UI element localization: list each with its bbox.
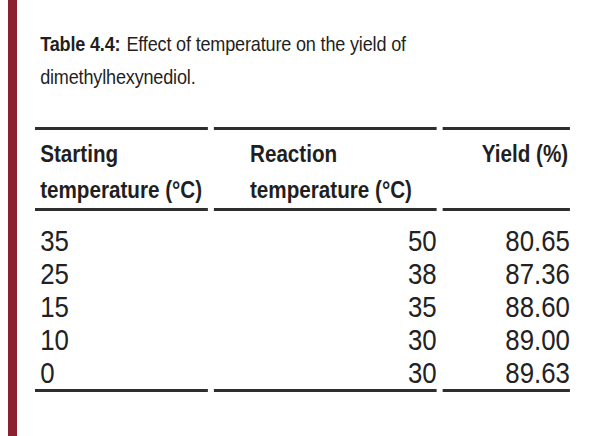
header-starting-line2: temperature (°C) [40,172,208,208]
cell-starting-temp: 0 [35,356,208,392]
column-header-starting-temperature: Starting temperature (°C) [35,127,208,211]
table-row: 35 50 80.65 [35,211,570,257]
cell-starting-temp: 10 [35,323,208,356]
caption-label: Table 4.4: [40,32,126,55]
cell-yield: 89.63 [443,356,570,392]
content-area: Table 4.4:Effect of temperature on the y… [35,27,585,392]
cell-reaction-temp: 50 [214,211,437,257]
cell-starting-temp: 35 [35,211,208,257]
cell-reaction-temp: 30 [214,323,437,356]
cell-yield: 80.65 [443,211,570,257]
table-row: 10 30 89.00 [35,323,570,356]
caption-text-line1: Effect of temperature on the yield of [126,32,405,55]
cell-yield: 87.36 [443,257,570,290]
header-starting-line1: Starting [40,136,208,172]
cell-starting-temp: 25 [35,257,208,290]
page-accent-bar [8,0,17,436]
table-row: 25 38 87.36 [35,257,570,290]
caption-text-line2: dimethylhexynediol. [40,65,195,88]
column-header-yield: Yield (%) [443,127,570,211]
table-row: 0 30 89.63 [35,356,570,392]
cell-reaction-temp: 35 [214,290,437,323]
header-row: Starting temperature (°C) Reaction tempe… [35,127,570,211]
cell-starting-temp: 15 [35,290,208,323]
book-page: Table 4.4:Effect of temperature on the y… [0,0,600,436]
header-yield-line1: Yield (%) [443,136,569,172]
header-reaction-line1: Reaction [250,136,437,172]
cell-reaction-temp: 38 [214,257,437,290]
cell-reaction-temp: 30 [214,356,437,392]
column-header-reaction-temperature: Reaction temperature (°C) [214,127,437,211]
table-caption: Table 4.4:Effect of temperature on the y… [40,27,585,93]
yield-table: Starting temperature (°C) Reaction tempe… [29,127,576,392]
header-reaction-line2: temperature (°C) [250,172,437,208]
cell-yield: 89.00 [443,323,570,356]
cell-yield: 88.60 [443,290,570,323]
table-row: 15 35 88.60 [35,290,570,323]
